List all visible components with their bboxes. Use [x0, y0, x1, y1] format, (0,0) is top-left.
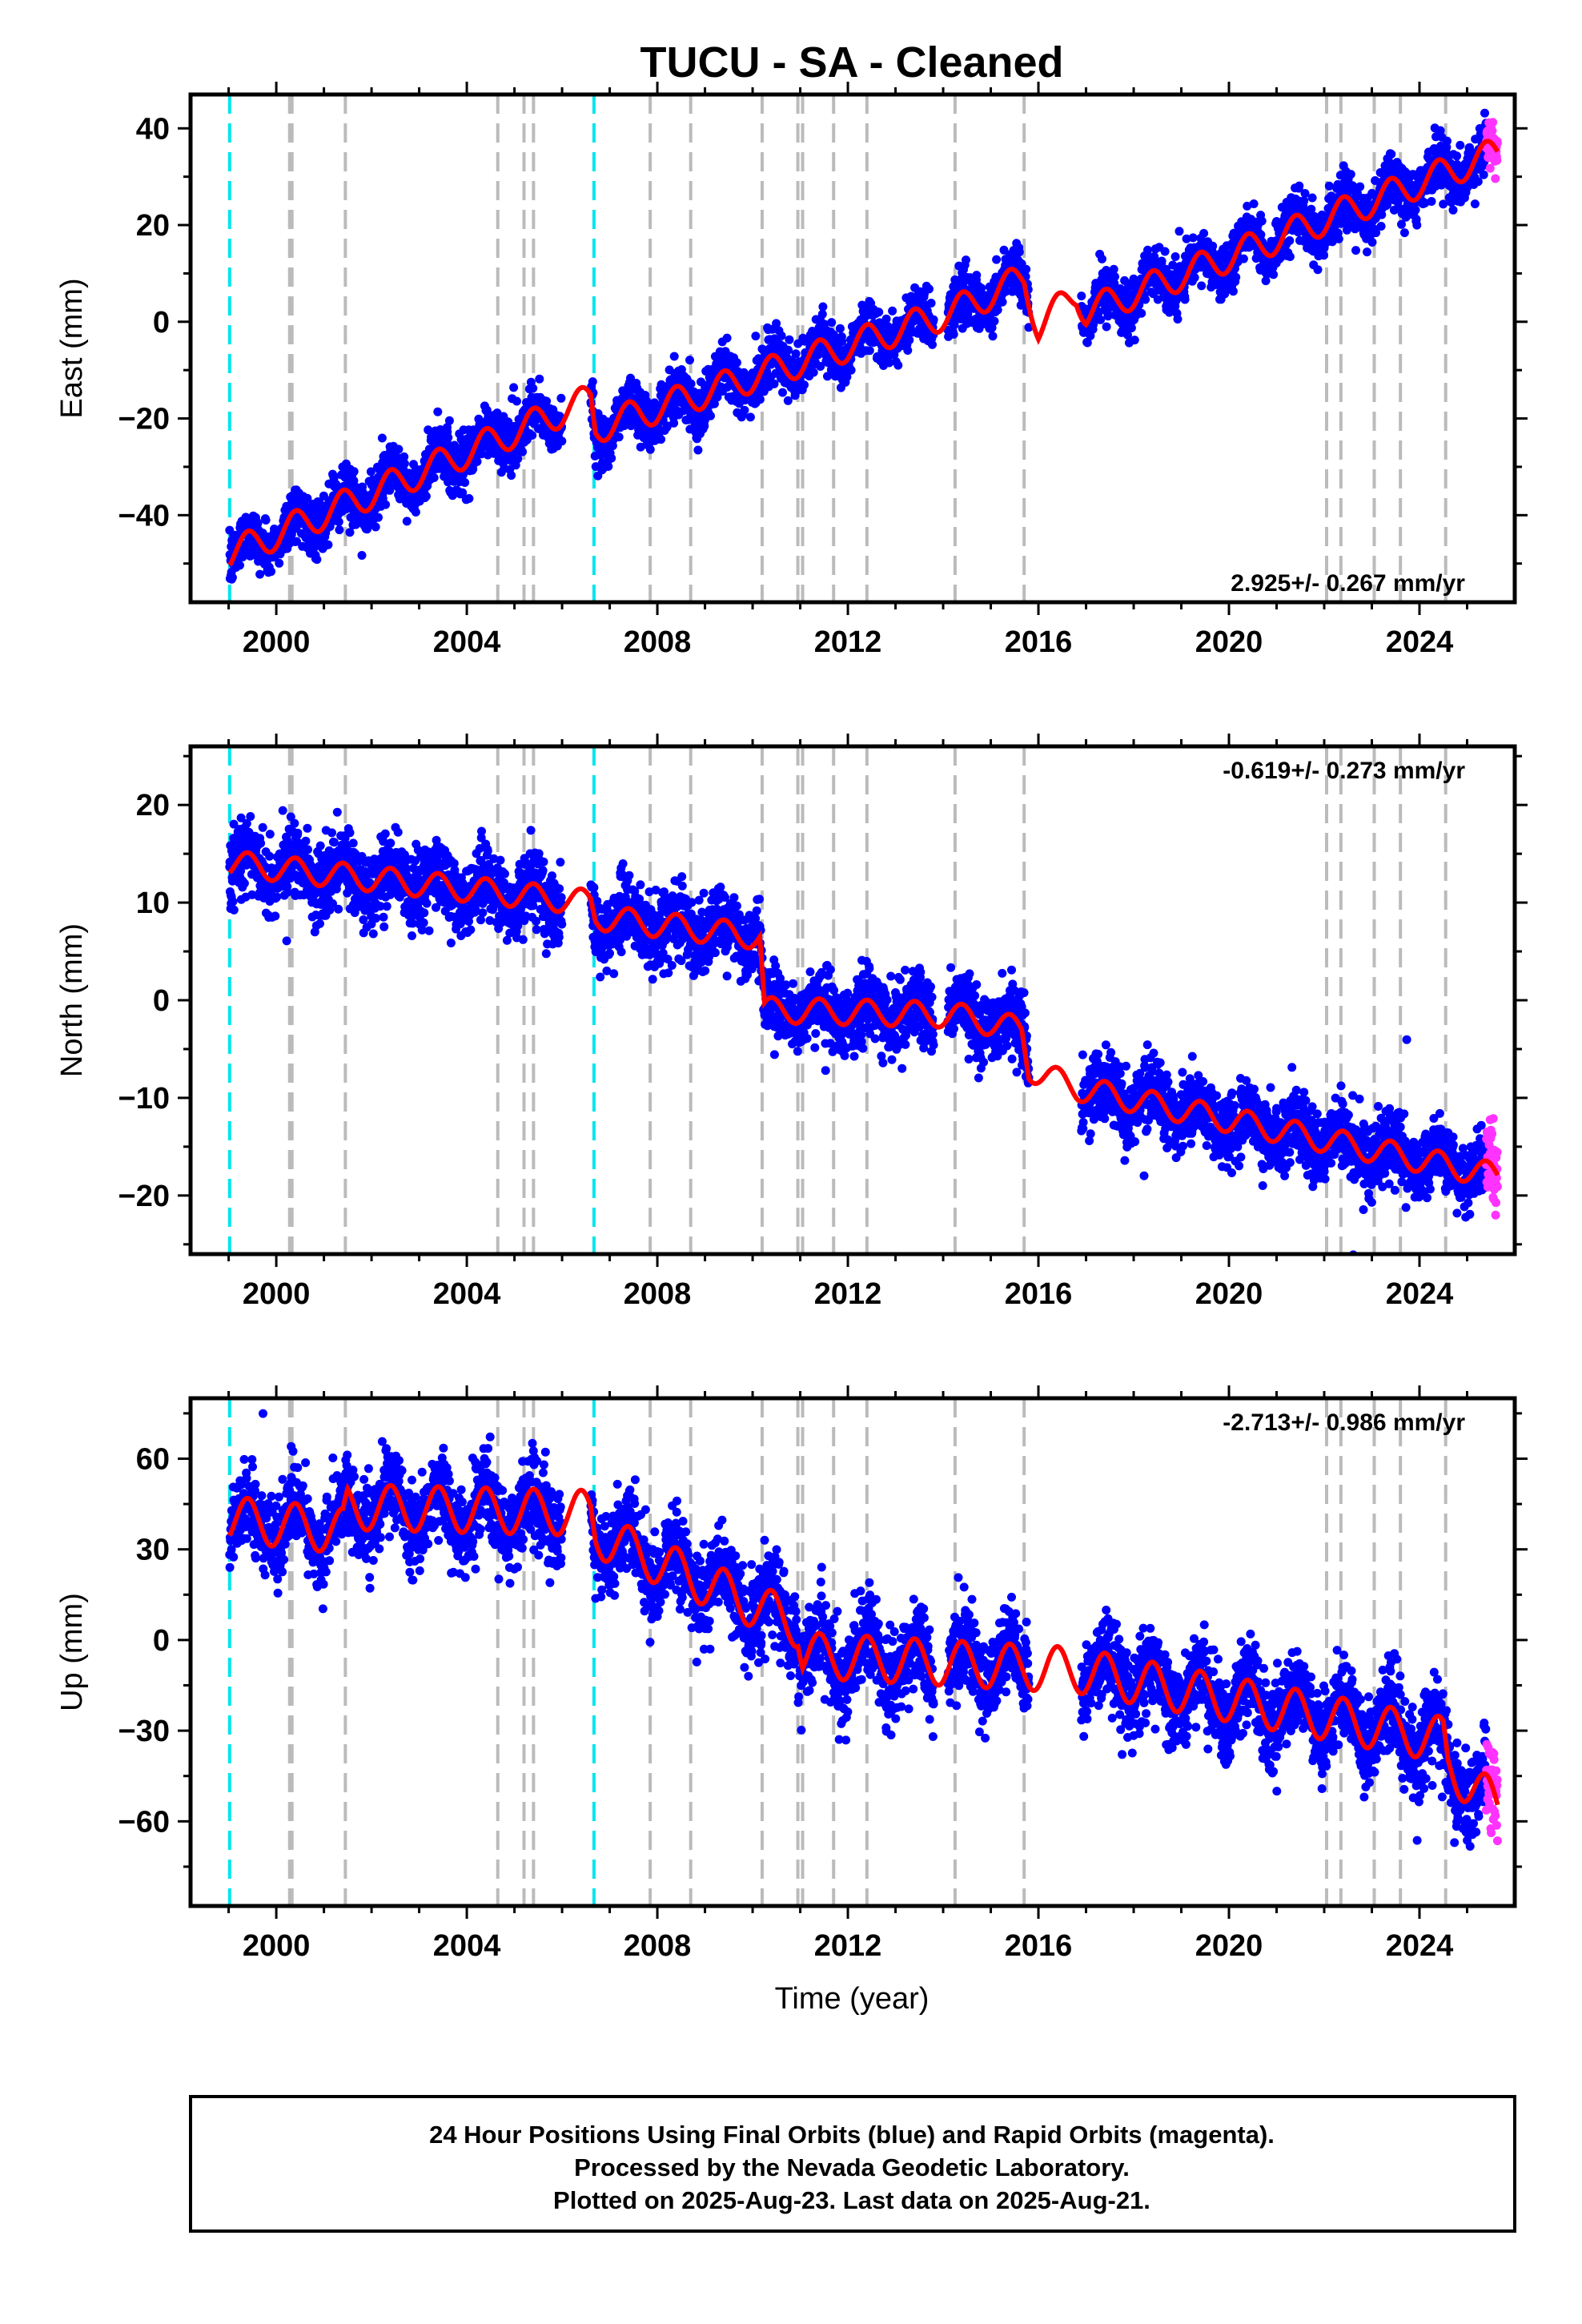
panel-up: 2000 2004 2008 2012 2016 2020 2024 −60 −30 0 30 60 U… — [55, 1385, 1528, 1963]
x-tick-label: 2012 — [814, 1277, 882, 1311]
velocity-label: 2.925+/- 0.267 mm/yr — [1231, 570, 1465, 597]
x-tick-label: 2024 — [1386, 625, 1454, 659]
x-tick-label: 2020 — [1195, 1277, 1263, 1311]
chart-title: TUCU - SA - Cleaned — [640, 38, 1063, 86]
x-tick-label: 2016 — [1005, 1277, 1073, 1311]
y-tick-label: 10 — [136, 887, 170, 920]
final-orbit-points — [225, 108, 1491, 584]
velocity-label: -2.713+/- 0.986 mm/yr — [1223, 1409, 1465, 1436]
plot-frame — [188, 92, 1517, 605]
x-tick-label: 2012 — [814, 1929, 882, 1963]
final-orbit-points — [225, 1409, 1491, 1851]
y-tick-label: −20 — [118, 1180, 170, 1213]
x-tick-label: 2016 — [1005, 625, 1073, 659]
y-tick-label: 30 — [136, 1534, 170, 1567]
x-tick-label: 2008 — [624, 1277, 692, 1311]
y-tick-label: 0 — [153, 984, 170, 1018]
x-tick-label: 2000 — [243, 1929, 311, 1963]
footer-line-2: Processed by the Nevada Geodetic Laborat… — [574, 2153, 1130, 2181]
y-tick-label: −10 — [118, 1082, 170, 1116]
x-tick-label: 2024 — [1386, 1277, 1454, 1311]
x-tick-label: 2016 — [1005, 1929, 1073, 1963]
footer-line-3: Plotted on 2025-Aug-23. Last data on 202… — [553, 2186, 1150, 2214]
x-tick-label: 2000 — [243, 625, 311, 659]
x-tick-label: 2020 — [1195, 1929, 1263, 1963]
x-axis-label: Time (year) — [775, 1982, 930, 2016]
y-tick-label: 0 — [153, 306, 170, 340]
y-tick-label: 20 — [136, 789, 170, 822]
model-curve — [227, 139, 1500, 567]
x-tick-label: 2020 — [1195, 625, 1263, 659]
model-curve — [227, 850, 1500, 1184]
x-tick-label: 2012 — [814, 625, 882, 659]
x-tick-label: 2024 — [1386, 1929, 1454, 1963]
y-tick-label: 20 — [136, 209, 170, 243]
panel-east: 2000 2004 2008 2012 2016 2020 2024 −40 −20 0 20 40 E… — [55, 82, 1528, 659]
x-tick-label: 2004 — [433, 1277, 501, 1311]
footer-line-1: 24 Hour Positions Using Final Orbits (bl… — [429, 2121, 1275, 2149]
model-curve — [227, 1482, 1500, 1806]
x-tick-label: 2004 — [433, 625, 501, 659]
y-tick-label: −40 — [118, 499, 170, 533]
y-tick-label: −30 — [118, 1715, 170, 1748]
y-tick-label: 0 — [153, 1624, 170, 1658]
plot-frame — [188, 1396, 1517, 1908]
y-tick-label: −60 — [118, 1805, 170, 1839]
y-axis-label: North (mm) — [55, 923, 89, 1077]
y-tick-label: −20 — [118, 403, 170, 436]
x-tick-label: 2000 — [243, 1277, 311, 1311]
footer-box: 24 Hour Positions Using Final Orbits (bl… — [189, 2095, 1516, 2233]
x-tick-label: 2008 — [624, 1929, 692, 1963]
x-tick-label: 2008 — [624, 625, 692, 659]
velocity-label: -0.619+/- 0.273 mm/yr — [1223, 758, 1465, 784]
x-tick-label: 2004 — [433, 1929, 501, 1963]
y-tick-label: 60 — [136, 1442, 170, 1476]
y-tick-label: 40 — [136, 112, 170, 146]
panel-north: 2000 2004 2008 2012 2016 2020 2024 −20 −10 0 10 20 N… — [55, 734, 1528, 1311]
y-axis-label: Up (mm) — [55, 1593, 89, 1711]
final-orbit-points — [225, 806, 1491, 1254]
y-axis-label: East (mm) — [55, 278, 89, 418]
